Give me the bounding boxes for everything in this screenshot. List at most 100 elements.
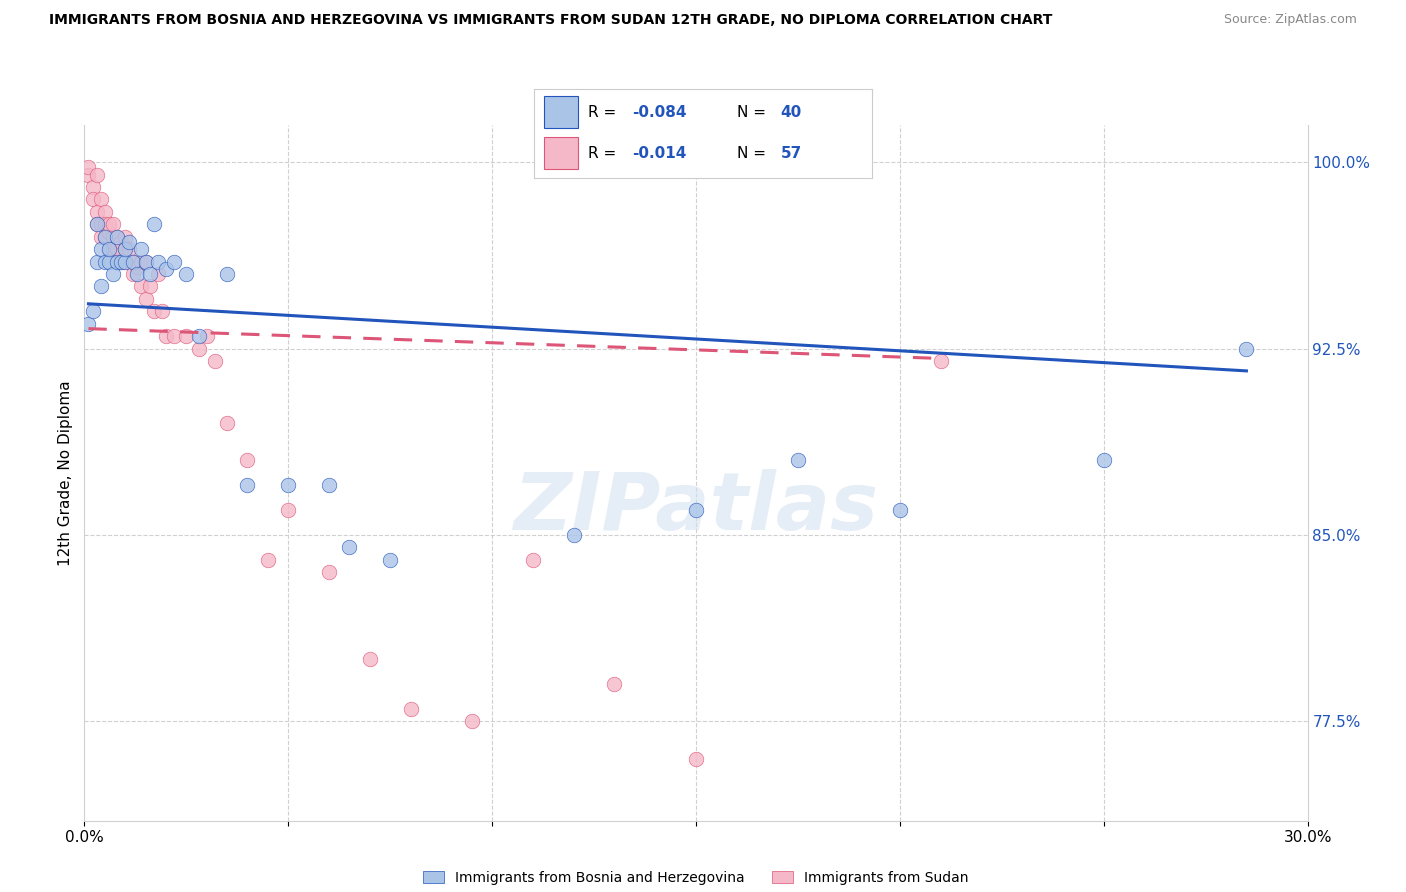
Point bbox=[86, 254, 108, 268]
Point bbox=[146, 267, 169, 281]
Point bbox=[318, 565, 340, 579]
Point bbox=[236, 453, 259, 467]
Point bbox=[522, 552, 544, 567]
Point bbox=[135, 254, 157, 268]
Point bbox=[150, 304, 173, 318]
Legend: Immigrants from Bosnia and Herzegovina, Immigrants from Sudan: Immigrants from Bosnia and Herzegovina, … bbox=[418, 865, 974, 890]
Point bbox=[101, 229, 124, 244]
Point bbox=[114, 242, 136, 256]
Point bbox=[339, 541, 361, 555]
Point bbox=[176, 267, 198, 281]
Point bbox=[131, 254, 153, 268]
Text: 40: 40 bbox=[780, 105, 801, 120]
Point bbox=[105, 229, 128, 244]
Point bbox=[97, 242, 120, 256]
Point bbox=[101, 242, 124, 256]
Point bbox=[187, 342, 209, 356]
Y-axis label: 12th Grade, No Diploma: 12th Grade, No Diploma bbox=[58, 380, 73, 566]
Point bbox=[562, 528, 585, 542]
Point bbox=[929, 354, 952, 368]
Point bbox=[685, 503, 707, 517]
Text: IMMIGRANTS FROM BOSNIA AND HERZEGOVINA VS IMMIGRANTS FROM SUDAN 12TH GRADE, NO D: IMMIGRANTS FROM BOSNIA AND HERZEGOVINA V… bbox=[49, 13, 1053, 28]
Point bbox=[142, 304, 165, 318]
Point bbox=[122, 267, 145, 281]
Point bbox=[105, 242, 128, 256]
Text: -0.084: -0.084 bbox=[633, 105, 686, 120]
Point bbox=[105, 254, 128, 268]
Point bbox=[787, 453, 810, 467]
Point bbox=[236, 478, 259, 492]
Point bbox=[118, 242, 141, 256]
Point bbox=[110, 235, 132, 249]
Point bbox=[93, 217, 117, 231]
Point bbox=[93, 204, 117, 219]
Point bbox=[86, 168, 108, 182]
Text: Source: ZipAtlas.com: Source: ZipAtlas.com bbox=[1223, 13, 1357, 27]
Point bbox=[176, 329, 198, 343]
Text: N =: N = bbox=[737, 105, 770, 120]
Text: R =: R = bbox=[588, 105, 621, 120]
Point bbox=[155, 329, 177, 343]
Point bbox=[217, 416, 239, 430]
Point bbox=[138, 267, 160, 281]
Point bbox=[380, 552, 402, 567]
Text: N =: N = bbox=[737, 146, 770, 161]
Point bbox=[82, 180, 104, 194]
Point bbox=[77, 168, 100, 182]
Point bbox=[685, 751, 707, 765]
Point bbox=[118, 235, 141, 249]
Point bbox=[97, 254, 120, 268]
Point bbox=[127, 267, 149, 281]
Point bbox=[93, 229, 117, 244]
Bar bbox=[544, 96, 578, 128]
Point bbox=[603, 677, 626, 691]
Point bbox=[90, 242, 112, 256]
Point bbox=[135, 292, 157, 306]
Point bbox=[110, 254, 132, 268]
Point bbox=[86, 204, 108, 219]
Point bbox=[82, 304, 104, 318]
Point bbox=[131, 242, 153, 256]
Point bbox=[257, 552, 280, 567]
Point bbox=[187, 329, 209, 343]
Point bbox=[77, 317, 100, 331]
Point bbox=[90, 279, 112, 293]
Point bbox=[461, 714, 484, 729]
Point bbox=[90, 193, 112, 207]
Point bbox=[277, 503, 299, 517]
Text: -0.014: -0.014 bbox=[633, 146, 686, 161]
Point bbox=[163, 329, 186, 343]
Text: 57: 57 bbox=[780, 146, 801, 161]
Point bbox=[146, 254, 169, 268]
Point bbox=[399, 702, 422, 716]
Point bbox=[131, 279, 153, 293]
Point bbox=[101, 267, 124, 281]
Point bbox=[889, 503, 911, 517]
Point bbox=[97, 242, 120, 256]
Point bbox=[204, 354, 226, 368]
Point bbox=[77, 160, 100, 174]
Point bbox=[97, 217, 120, 231]
Point bbox=[142, 217, 165, 231]
Point bbox=[114, 254, 136, 268]
Point bbox=[82, 193, 104, 207]
Point bbox=[93, 254, 117, 268]
Point bbox=[105, 229, 128, 244]
Point bbox=[90, 229, 112, 244]
Point bbox=[1236, 342, 1258, 356]
Point bbox=[114, 254, 136, 268]
Point bbox=[127, 260, 149, 274]
Point bbox=[90, 217, 112, 231]
Point bbox=[105, 254, 128, 268]
Point bbox=[122, 254, 145, 268]
Point bbox=[122, 254, 145, 268]
Text: ZIPatlas: ZIPatlas bbox=[513, 468, 879, 547]
Point bbox=[86, 217, 108, 231]
Bar bbox=[544, 137, 578, 169]
Text: R =: R = bbox=[588, 146, 621, 161]
Point bbox=[138, 279, 160, 293]
Point bbox=[135, 254, 157, 268]
Point bbox=[163, 254, 186, 268]
Point bbox=[110, 254, 132, 268]
Point bbox=[93, 229, 117, 244]
